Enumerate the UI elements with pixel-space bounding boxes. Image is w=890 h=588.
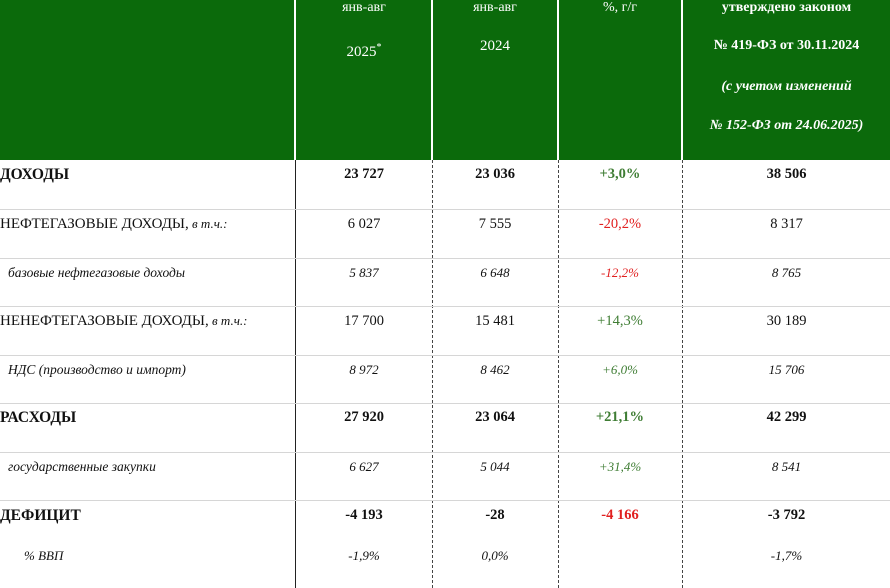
row-label: РАСХОДЫ <box>0 409 77 426</box>
header-divider <box>681 0 683 160</box>
header-year-value: 2025 <box>346 44 377 60</box>
value-2024: 5 044 <box>480 459 510 474</box>
header-divider <box>557 0 559 160</box>
value-yoy: +21,1% <box>595 409 645 425</box>
value-2024: 23 036 <box>475 166 515 182</box>
value-2025: 5 837 <box>349 265 379 280</box>
value-2024: 7 555 <box>478 216 512 232</box>
row-label-suffix: в т.ч.: <box>208 313 248 328</box>
value-law: 8 317 <box>770 216 803 232</box>
value-law: 38 506 <box>766 166 807 182</box>
value-2024: 6 648 <box>480 265 510 280</box>
row-label: ДОХОДЫ <box>0 166 70 183</box>
row-label-suffix: в т.ч.: <box>188 216 228 231</box>
value-2025: 23 727 <box>344 166 384 182</box>
value-law: 30 189 <box>766 313 807 329</box>
value-2025: 6 027 <box>347 216 381 232</box>
header-year: 2025* <box>296 40 432 60</box>
header-col-2025: янв-авг 2025* <box>296 0 432 160</box>
row-label-text: НЕФТЕГАЗОВЫЕ ДОХОДЫ, <box>0 216 189 232</box>
value-yoy: +6,0% <box>602 362 638 377</box>
value-2024: 23 064 <box>475 409 515 425</box>
header-period: янв-авг <box>342 0 386 15</box>
value-yoy: -4 166 <box>601 507 639 523</box>
column-divider <box>682 160 683 588</box>
value-yoy: +14,3% <box>597 313 643 329</box>
row-divider <box>0 500 890 501</box>
value-law: -1,7% <box>770 548 803 563</box>
value-2025: -4 193 <box>345 507 383 523</box>
value-law: 8 765 <box>771 265 802 280</box>
row-divider <box>0 452 890 453</box>
header-divider <box>431 0 433 160</box>
row-label: государственные закупки <box>8 459 156 474</box>
value-law: 8 541 <box>771 459 802 474</box>
row-divider <box>0 355 890 356</box>
row-label: ДЕФИЦИТ <box>0 507 81 524</box>
header-col-2024: янв-авг 2024 <box>433 0 557 160</box>
row-label: базовые нефтегазовые доходы <box>8 265 185 280</box>
row-label: НДС (производство и импорт) <box>8 362 186 377</box>
header-col-yoy: %, г/г <box>559 0 681 160</box>
value-2025: 17 700 <box>344 313 384 329</box>
value-law: 15 706 <box>768 362 805 377</box>
header-year: 2024 <box>480 38 510 54</box>
column-divider <box>295 160 296 588</box>
header-col-law: утверждено законом № 419-ФЗ от 30.11.202… <box>683 0 890 160</box>
row-divider <box>0 306 890 307</box>
row-divider <box>0 403 890 404</box>
value-2025: 6 627 <box>349 459 379 474</box>
header-yoy-label: %, г/г <box>602 0 638 15</box>
row-label: % ВВП <box>24 548 64 563</box>
header-divider <box>294 0 296 160</box>
row-label-text: НЕНЕФТЕГАЗОВЫЕ ДОХОДЫ, <box>0 313 209 329</box>
value-2025: 27 920 <box>344 409 384 425</box>
header-law-line2: № 419-ФЗ от 30.11.2024 <box>713 38 860 53</box>
value-2025: 8 972 <box>349 362 379 377</box>
value-law: -3 792 <box>767 507 806 523</box>
value-2024: 8 462 <box>480 362 510 377</box>
row-label: НЕНЕФТЕГАЗОВЫЕ ДОХОДЫ, в т.ч.: <box>0 313 247 330</box>
row-label: НЕФТЕГАЗОВЫЕ ДОХОДЫ, в т.ч.: <box>0 216 228 233</box>
table-header <box>0 0 890 160</box>
header-period: янв-авг <box>473 0 517 15</box>
value-2024: 0,0% <box>481 548 509 563</box>
column-divider <box>432 160 433 588</box>
header-law-line4: № 152-ФЗ от 24.06.2025) <box>709 118 864 133</box>
footnote-mark: * <box>376 42 382 53</box>
value-2024: -28 <box>485 507 505 523</box>
header-law-line3: (с учетом изменений <box>721 79 852 94</box>
value-yoy: -12,2% <box>601 265 639 280</box>
value-yoy: +31,4% <box>598 459 642 474</box>
value-2025: -1,9% <box>348 548 380 563</box>
row-divider <box>0 258 890 259</box>
value-yoy: -20,2% <box>598 216 642 232</box>
value-2024: 15 481 <box>475 313 515 329</box>
header-law-line1: утверждено законом <box>721 0 852 15</box>
value-law: 42 299 <box>766 409 807 425</box>
row-divider <box>0 209 890 210</box>
column-divider <box>558 160 559 588</box>
value-yoy: +3,0% <box>599 166 641 182</box>
